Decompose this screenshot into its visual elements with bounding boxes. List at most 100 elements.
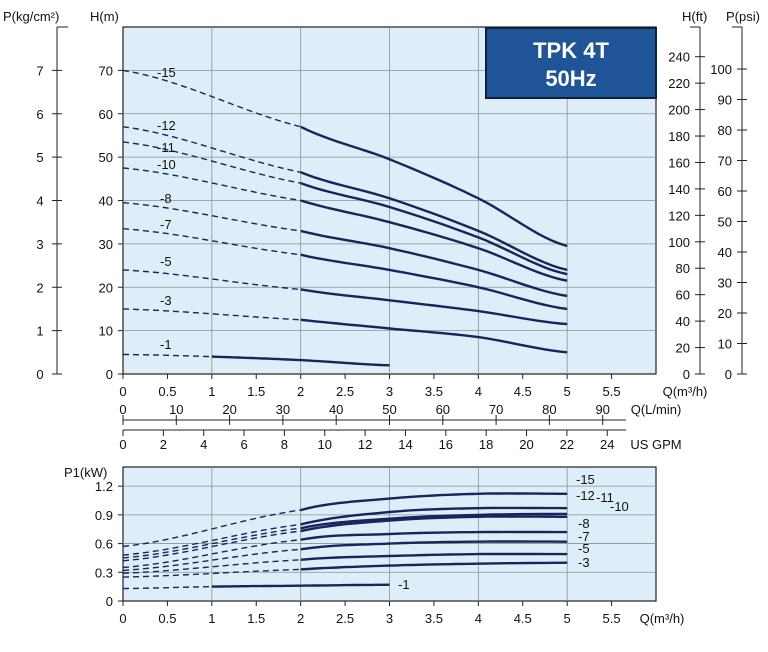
gpm-tick-label: 2 (160, 437, 167, 452)
power-x-tick-label: 4 (475, 611, 482, 626)
power-x-axis-label: Q(m³/h) (640, 611, 685, 626)
head-tick-label: 60 (99, 107, 113, 122)
gpm-tick-label: 16 (439, 437, 453, 452)
pressure-tick-label: 1 (36, 324, 43, 339)
psi-tick-label: 30 (718, 276, 732, 291)
power-curve-label: -8 (578, 516, 590, 531)
power-x-tick-label: 0 (119, 611, 126, 626)
qm3h-tick-label: 3 (386, 384, 393, 399)
power-curve-solid--8 (300, 530, 568, 541)
qlmin-tick-label: 30 (276, 402, 290, 417)
ft-tick-label: 120 (668, 208, 690, 223)
power-plot: 0 0.3 0.6 0.9 1.2P1(kW) 0 0.5 1 1.5 2 2.5 3 3.5 4 4.5 5… (64, 465, 684, 626)
power-axis-label: P1(kW) (64, 465, 107, 480)
head-curve-label: -11 (157, 140, 175, 155)
power-curve-label: -10 (610, 499, 629, 514)
head-curve-dashed--12 (122, 126, 301, 173)
qm3h-tick-label: 1 (208, 384, 215, 399)
ft-tick-label: 200 (668, 103, 690, 118)
power-curve-label: -15 (576, 472, 595, 487)
qlmin-tick-label: 90 (595, 402, 609, 417)
head-curve-solid--3 (300, 318, 568, 354)
qlmin-tick-label: 10 (169, 402, 183, 417)
power-curve-solid--10 (300, 515, 568, 533)
gpm-tick-label: 14 (398, 437, 412, 452)
qlmin-tick-label: 70 (489, 402, 503, 417)
gpm-tick-label: 18 (479, 437, 493, 452)
ft-tick-label: 240 (668, 50, 690, 65)
ft-tick-label: 0 (683, 367, 690, 382)
gpm-tick-label: 22 (560, 437, 574, 452)
power-curve-solid--12 (300, 506, 568, 526)
pressure-tick-label: 6 (36, 107, 43, 122)
qlmin-tick-label: 50 (382, 402, 396, 417)
ft-tick-label: 100 (668, 235, 690, 250)
qlmin-tick-label: 80 (542, 402, 556, 417)
power-curve-label: -12 (576, 488, 595, 503)
pressure-tick-label: 5 (36, 150, 43, 165)
ft-tick-label: 220 (668, 76, 690, 91)
power-tick-label: 0.3 (95, 565, 113, 580)
psi-tick-label: 0 (725, 367, 732, 382)
qm3h-tick-label: 5.5 (603, 384, 621, 399)
power-tick-label: 0.9 (95, 508, 113, 523)
power-x-tick-label: 2 (297, 611, 304, 626)
head-curve-label: -15 (157, 65, 176, 80)
gpm-tick-label: 24 (600, 437, 614, 452)
qlmin-tick-label: 40 (329, 402, 343, 417)
head-curve-dashed--8 (122, 202, 301, 232)
power-x-tick-label: 3 (386, 611, 393, 626)
head-curve-label: -3 (160, 293, 172, 308)
ft-tick-label: 160 (668, 155, 690, 170)
psi-tick-label: 100 (710, 62, 732, 77)
head-curve-solid--5 (300, 288, 568, 326)
head-tick-label: 70 (99, 63, 113, 78)
gpm-axis-label: US GPM (630, 437, 681, 452)
pressure-tick-label: 0 (36, 367, 43, 382)
model-title: TPK 4T (533, 38, 609, 63)
ft-tick-label: 140 (668, 182, 690, 197)
qlmin-tick-label: 20 (222, 402, 236, 417)
head-tick-label: 40 (99, 194, 113, 209)
qm3h-axis-label: Q(m³/h) (663, 384, 708, 399)
head-curve-dashed--11 (122, 141, 301, 184)
pressure-tick-label: 3 (36, 237, 43, 252)
frequency-title: 50Hz (545, 66, 596, 91)
power-x-tick-label: 3.5 (425, 611, 443, 626)
power-curve-dashed--8 (122, 539, 301, 569)
power-curve-label: -7 (578, 529, 590, 544)
power-x-tick-label: 4.5 (514, 611, 532, 626)
title-box: TPK 4T 50Hz (485, 27, 657, 99)
head-tick-label: 50 (99, 150, 113, 165)
ft-tick-label: 180 (668, 129, 690, 144)
power-x-tick-label: 1.5 (247, 611, 265, 626)
power-x-tick-label: 5.5 (603, 611, 621, 626)
ft-tick-label: 80 (676, 261, 690, 276)
power-tick-label: 0 (106, 594, 113, 609)
psi-tick-label: 70 (718, 154, 732, 169)
power-curve-solid--15 (300, 492, 568, 512)
psi-tick-label: 10 (718, 337, 732, 352)
qm3h-tick-label: 2 (297, 384, 304, 399)
ft-tick-label: 60 (676, 288, 690, 303)
head-curve-label: -7 (160, 217, 172, 232)
gpm-tick-label: 10 (318, 437, 332, 452)
ft-axis-label: H(ft) (682, 9, 707, 24)
power-curve-dashed--10 (122, 530, 301, 562)
ft-tick-label: 40 (676, 314, 690, 329)
qlmin-tick-label: 60 (436, 402, 450, 417)
qlmin-axis-label: Q(L/min) (631, 402, 682, 417)
psi-tick-label: 60 (718, 184, 732, 199)
psi-tick-label: 90 (718, 93, 732, 108)
power-curve-label: -5 (578, 541, 590, 556)
psi-axis-label: P(psi) (726, 9, 760, 24)
head-tick-label: 0 (106, 367, 113, 382)
power-tick-label: 1.2 (95, 479, 113, 494)
power-curve-label: -1 (398, 577, 410, 592)
gpm-tick-label: 8 (281, 437, 288, 452)
psi-tick-label: 20 (718, 306, 732, 321)
qlmin-tick-label: 0 (119, 402, 126, 417)
pressure-tick-label: 4 (36, 194, 43, 209)
power-curve-solid--3 (300, 561, 568, 571)
gpm-tick-label: 6 (240, 437, 247, 452)
